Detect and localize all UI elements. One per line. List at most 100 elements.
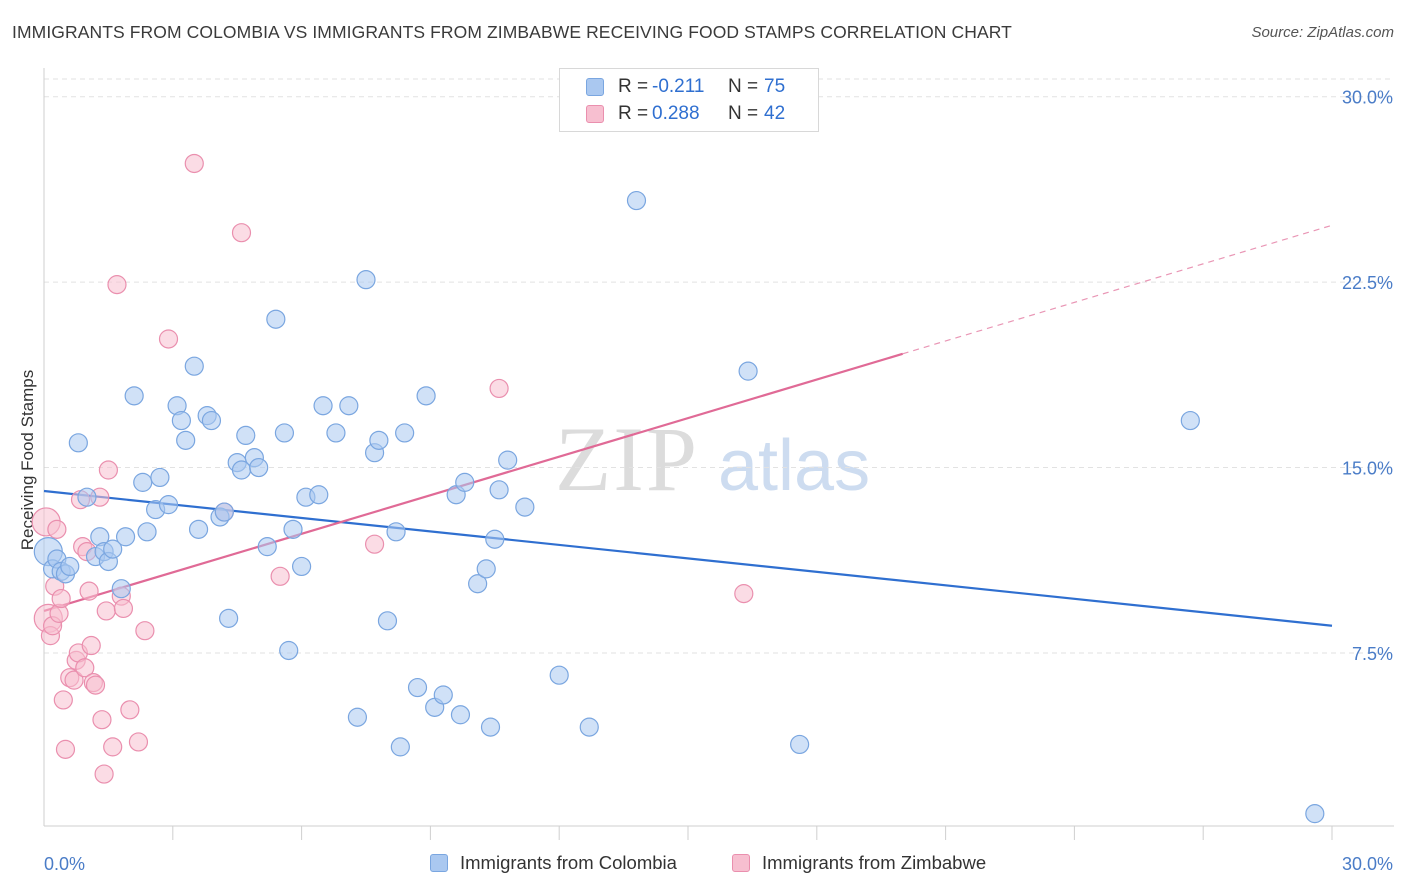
zimbabwe-point xyxy=(120,700,140,720)
colombia-point xyxy=(68,433,88,453)
zimbabwe-point xyxy=(103,737,123,757)
zimbabwe-point xyxy=(96,601,116,621)
colombia-swatch xyxy=(586,78,604,96)
colombia-point xyxy=(158,495,179,515)
x-tick-label: 0.0% xyxy=(44,854,85,874)
colombia-point xyxy=(498,450,518,470)
chart-title: IMMIGRANTS FROM COLOMBIA VS IMMIGRANTS F… xyxy=(12,22,1012,42)
colombia-point xyxy=(214,502,234,522)
zimbabwe-point xyxy=(64,670,84,690)
colombia-point xyxy=(450,705,471,725)
zimbabwe-point xyxy=(53,690,73,710)
zimbabwe-legend-label: Immigrants from Zimbabwe xyxy=(762,852,987,873)
zimbabwe-legend-swatch xyxy=(732,854,750,872)
tick-labels: 7.5% 15.0% 22.5% 30.0% 0.0% 30.0% xyxy=(44,88,1393,874)
legend-row-colombia: R = -0.211 N = 75 xyxy=(586,75,785,99)
zimbabwe-point xyxy=(270,566,290,586)
colombia-point xyxy=(395,423,415,443)
n-label: N = xyxy=(728,103,759,124)
colombia-point xyxy=(1305,804,1325,824)
zimbabwe-r-value: 0.288 xyxy=(652,103,700,124)
colombia-point xyxy=(274,423,295,443)
colombia-point xyxy=(326,423,346,443)
colombia-point xyxy=(390,737,410,757)
zimbabwe-point xyxy=(55,739,76,759)
colombia-legend-swatch xyxy=(430,854,448,872)
zimbabwe-point xyxy=(47,519,67,539)
colombia-point xyxy=(111,579,131,599)
zimbabwe-point xyxy=(489,378,509,399)
colombia-trend-line xyxy=(43,489,1333,627)
watermark: ZIP atlas xyxy=(555,408,870,510)
r-label: R = xyxy=(618,103,649,124)
zimbabwe-points xyxy=(31,153,754,784)
colombia-point xyxy=(188,519,209,539)
bottom-legend-colombia: Immigrants from Colombia xyxy=(430,852,677,874)
colombia-point xyxy=(738,361,758,381)
colombia-points xyxy=(33,190,1325,824)
zimbabwe-point xyxy=(94,764,114,784)
colombia-point xyxy=(416,386,436,406)
y-tick-label: 7.5% xyxy=(1352,644,1393,664)
colombia-point xyxy=(489,480,509,500)
bottom-legend-zimbabwe: Immigrants from Zimbabwe xyxy=(732,852,986,874)
colombia-point xyxy=(171,410,191,431)
colombia-point xyxy=(184,356,204,376)
colombia-point xyxy=(292,556,312,577)
zimbabwe-point xyxy=(135,621,155,641)
zimbabwe-point xyxy=(231,223,252,243)
colombia-point xyxy=(279,640,299,661)
colombia-point xyxy=(176,430,196,450)
colombia-point xyxy=(468,574,488,594)
colombia-point xyxy=(266,309,286,329)
zimbabwe-trend-extension xyxy=(902,224,1333,355)
colombia-point xyxy=(386,522,406,542)
colombia-point xyxy=(549,665,569,685)
colombia-legend-label: Immigrants from Colombia xyxy=(460,852,677,873)
zimbabwe-point xyxy=(107,275,127,295)
colombia-point xyxy=(347,707,368,727)
colombia-point xyxy=(339,396,359,416)
colombia-point xyxy=(283,519,303,539)
colombia-point xyxy=(201,410,222,431)
colombia-point xyxy=(249,457,269,478)
zimbabwe-n-value: 42 xyxy=(764,103,786,124)
colombia-point xyxy=(313,396,333,416)
correlation-legend: R = -0.211 N = 75 R = 0.288 N = 42 xyxy=(559,68,819,132)
colombia-point xyxy=(115,527,136,547)
zimbabwe-point xyxy=(158,329,179,349)
axes xyxy=(43,68,1394,840)
colombia-point xyxy=(124,386,144,406)
colombia-point xyxy=(60,556,80,577)
colombia-point xyxy=(790,734,810,755)
zimbabwe-point xyxy=(85,675,106,695)
zimbabwe-point xyxy=(92,710,112,730)
legend-row-zimbabwe: R = 0.288 N = 42 xyxy=(586,102,785,126)
source-credit: Source: ZipAtlas.com xyxy=(1251,24,1394,41)
colombia-point xyxy=(356,270,376,290)
colombia-point xyxy=(150,467,170,488)
colombia-point xyxy=(433,685,453,705)
colombia-point xyxy=(579,717,599,737)
colombia-point xyxy=(257,537,277,557)
zimbabwe-point xyxy=(128,732,149,752)
colombia-point xyxy=(377,611,398,631)
zimbabwe-point xyxy=(98,460,119,480)
colombia-point xyxy=(476,559,496,579)
zimbabwe-point xyxy=(51,588,71,609)
zimbabwe-point xyxy=(184,153,204,174)
colombia-point xyxy=(219,608,239,628)
zimbabwe-point xyxy=(364,534,385,554)
zimbabwe-swatch xyxy=(586,105,604,123)
zimbabwe-point xyxy=(81,635,101,656)
colombia-point xyxy=(407,677,428,698)
colombia-point xyxy=(309,485,329,505)
watermark-atlas: atlas xyxy=(718,426,870,506)
colombia-point xyxy=(626,190,647,211)
colombia-point xyxy=(133,472,153,492)
colombia-point xyxy=(137,522,157,542)
colombia-point xyxy=(369,430,389,450)
x-tick-label: 30.0% xyxy=(1342,854,1393,874)
zimbabwe-point xyxy=(75,658,95,678)
